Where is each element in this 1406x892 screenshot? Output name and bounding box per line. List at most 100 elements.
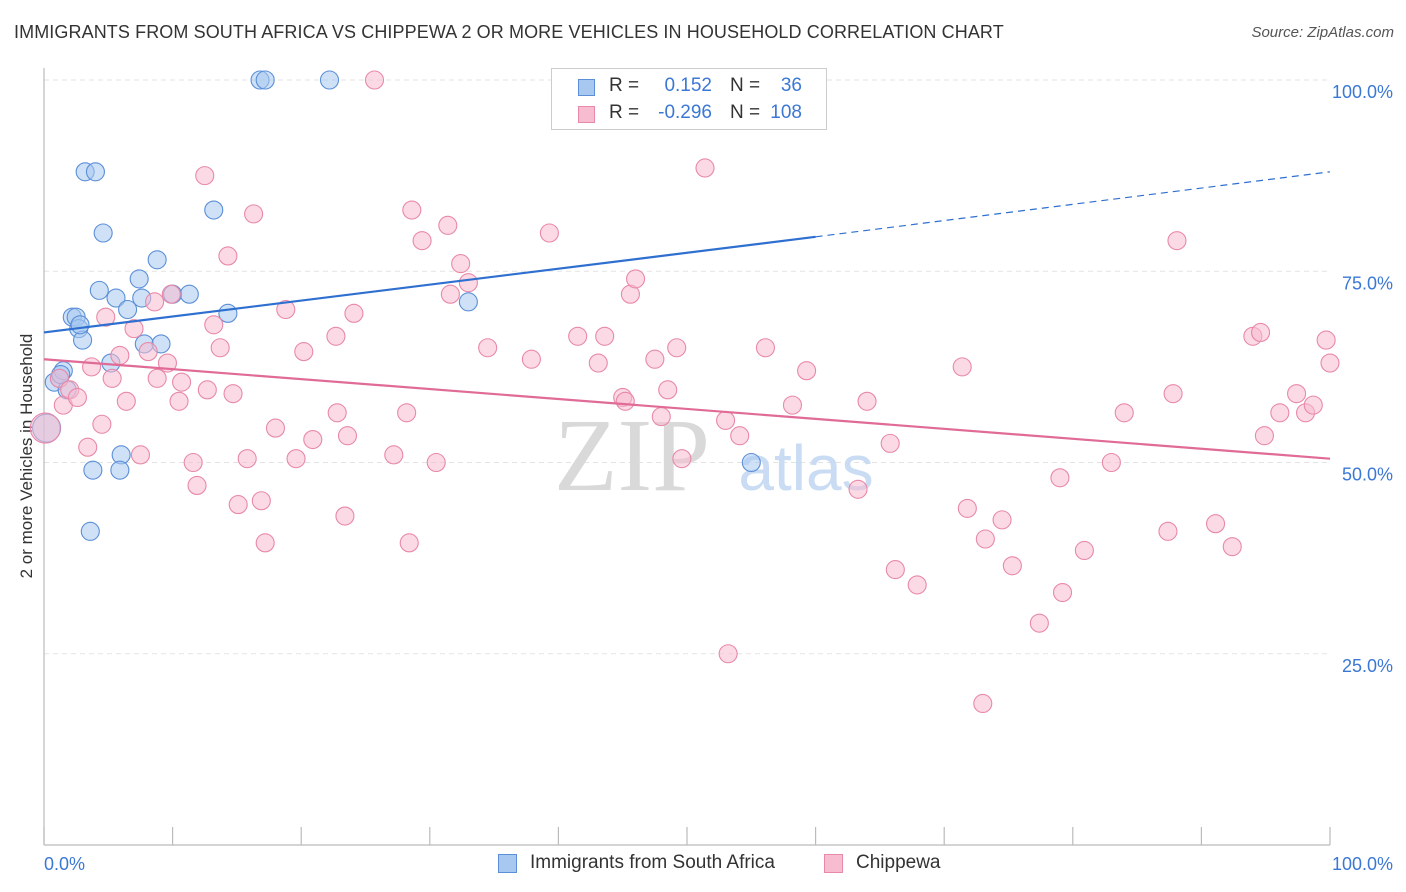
data-point-chippewa	[907, 575, 927, 595]
data-point-chippewa	[718, 644, 738, 664]
data-point-chippewa	[344, 303, 364, 323]
legend-series-name: Chippewa	[856, 852, 941, 873]
data-point-south-africa	[93, 223, 113, 243]
data-point-chippewa	[92, 414, 112, 434]
data-point-chippewa	[412, 231, 432, 251]
data-point-chippewa	[667, 338, 687, 358]
data-point-chippewa	[303, 429, 323, 450]
data-point-chippewa	[210, 338, 230, 358]
data-point-chippewa	[1002, 556, 1022, 576]
data-point-chippewa	[147, 368, 167, 388]
legend-r-value: 0.152	[664, 75, 712, 96]
data-point-chippewa	[255, 533, 275, 553]
x-tick-label: 100.0%	[1332, 854, 1393, 874]
data-point-chippewa	[335, 506, 355, 526]
data-point-chippewa	[1029, 613, 1049, 633]
data-point-chippewa	[397, 403, 417, 423]
data-point-chippewa	[1287, 384, 1307, 404]
watermark: ZIP atlas	[554, 398, 874, 513]
data-point-chippewa	[130, 445, 150, 465]
data-point-chippewa	[96, 307, 116, 327]
data-point-south-africa	[458, 292, 478, 312]
data-point-chippewa	[426, 452, 446, 473]
data-point-chippewa	[237, 449, 257, 469]
data-point-south-africa	[741, 452, 761, 473]
data-point-chippewa	[992, 510, 1012, 530]
legend-swatch-blue	[498, 854, 517, 873]
data-point-chippewa	[440, 284, 460, 304]
data-point-chippewa	[651, 407, 671, 427]
data-point-chippewa	[286, 449, 306, 469]
data-point-chippewa	[399, 533, 419, 553]
data-point-chippewa	[183, 452, 203, 473]
y-tick-label: 75.0%	[1342, 273, 1393, 293]
data-point-chippewa	[265, 418, 286, 438]
data-point-chippewa	[67, 387, 87, 408]
data-point-chippewa	[1114, 403, 1134, 423]
data-point-chippewa	[1303, 395, 1323, 415]
data-point-chippewa	[973, 693, 993, 714]
data-point-chippewa	[1052, 582, 1073, 603]
data-point-chippewa	[294, 342, 314, 362]
legend-r-label: R =	[609, 102, 640, 123]
legend-swatch-blue	[578, 79, 595, 96]
source-attribution: Source: ZipAtlas.com	[1251, 24, 1394, 41]
data-point-chippewa	[595, 326, 615, 346]
data-point-south-africa	[129, 269, 149, 289]
data-point-chippewa	[204, 315, 224, 335]
data-point-chippewa	[1270, 403, 1290, 423]
legend-swatch-pink	[578, 106, 595, 123]
data-point-chippewa	[645, 349, 665, 369]
data-point-chippewa	[276, 299, 296, 320]
data-point-chippewa	[1251, 322, 1271, 343]
legend-series-name: Immigrants from South Africa	[530, 852, 775, 873]
data-point-chippewa	[364, 70, 385, 90]
data-point-chippewa	[78, 437, 98, 457]
data-point-chippewa	[458, 273, 478, 293]
legend-r-label: R =	[609, 75, 640, 96]
data-point-chippewa	[782, 395, 803, 415]
data-point-chippewa	[223, 384, 243, 404]
data-point-chippewa	[658, 380, 678, 400]
data-point-chippewa	[521, 349, 541, 369]
trend-line-south-africa	[43, 235, 816, 334]
trend-layer	[43, 171, 1331, 460]
data-point-chippewa	[169, 391, 189, 411]
data-point-chippewa	[384, 445, 404, 465]
legend-swatch-pink	[824, 854, 843, 873]
data-point-chippewa	[138, 342, 158, 362]
points-layer	[29, 70, 1340, 714]
data-point-chippewa	[1074, 540, 1094, 561]
data-point-south-africa	[83, 460, 103, 480]
data-point-chippewa	[957, 498, 977, 518]
data-point-chippewa	[952, 357, 972, 377]
data-point-chippewa	[438, 215, 458, 235]
data-point-south-africa	[204, 200, 224, 220]
legend-r-value: -0.296	[658, 102, 712, 123]
data-point-chippewa	[588, 353, 608, 373]
y-tick-label: 25.0%	[1342, 656, 1393, 676]
data-point-chippewa	[568, 326, 588, 346]
data-point-chippewa	[82, 357, 102, 377]
data-point-chippewa	[716, 410, 736, 430]
data-point-chippewa	[755, 338, 775, 358]
data-point-south-africa	[89, 280, 109, 300]
data-point-chippewa	[244, 204, 264, 224]
data-point-chippewa	[110, 345, 130, 365]
data-point-south-africa	[85, 162, 105, 182]
data-point-chippewa	[797, 361, 817, 381]
data-point-chippewa	[172, 372, 192, 392]
data-point-chippewa	[29, 412, 61, 444]
data-point-chippewa	[975, 529, 995, 549]
grid-layer	[44, 79, 1330, 655]
data-point-chippewa	[187, 475, 207, 496]
data-point-chippewa	[1254, 426, 1274, 446]
legend-row-chippewa: R = -0.296 N = 108	[552, 102, 828, 126]
tick-label-layer: 25.0% 50.0% 75.0% 100.0% 0.0% 100.0%	[44, 82, 1393, 874]
data-point-south-africa	[106, 288, 126, 308]
legend-n-value: 36	[780, 75, 802, 96]
data-point-chippewa	[1167, 231, 1187, 251]
data-point-chippewa	[626, 269, 646, 289]
data-point-chippewa	[195, 166, 215, 186]
data-point-chippewa	[695, 158, 715, 178]
